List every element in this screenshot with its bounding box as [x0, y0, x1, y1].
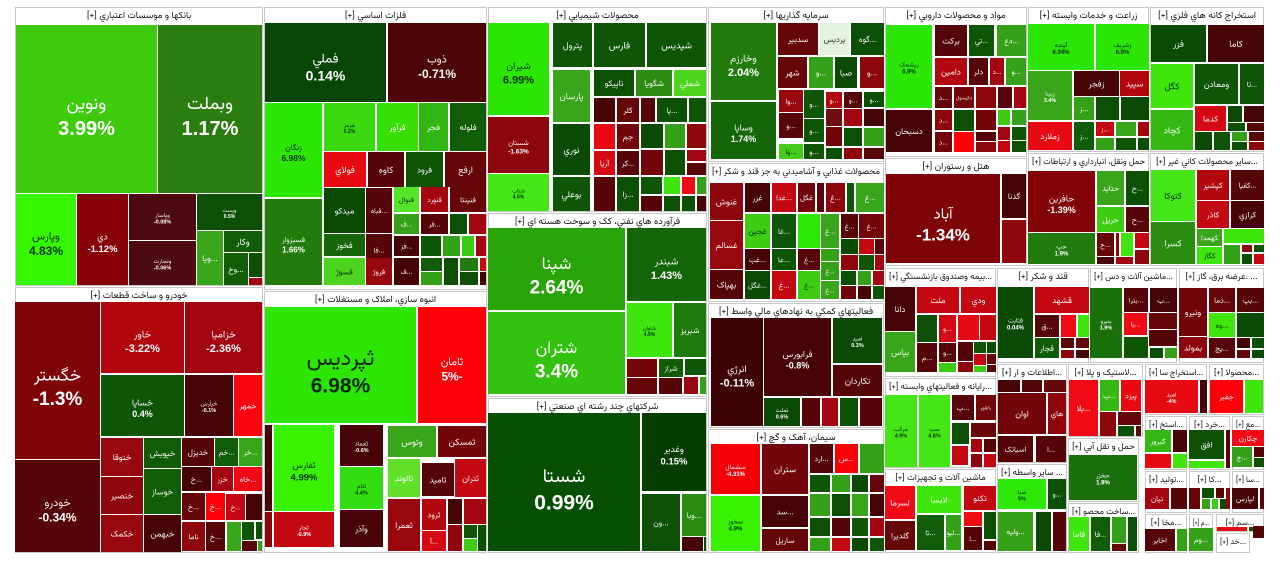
svg-text:6.99%: 6.99%	[503, 74, 534, 86]
svg-text:1.43%: 1.43%	[651, 270, 682, 282]
svg-text:-0.11%: -0.11%	[720, 377, 754, 389]
svg-text:-0.8%: -0.8%	[786, 361, 810, 371]
svg-text:4.83%: 4.83%	[29, 244, 63, 258]
svg-text:-3.22%: -3.22%	[125, 343, 160, 355]
svg-text:3.4%: 3.4%	[1044, 98, 1057, 104]
svg-text:5%: 5%	[1018, 497, 1026, 503]
svg-text:0.4%: 0.4%	[132, 409, 153, 419]
svg-text:1.66%: 1.66%	[282, 245, 305, 254]
svg-text:2.64%: 2.64%	[530, 278, 584, 299]
svg-text:0.3%: 0.3%	[851, 343, 864, 349]
svg-text:0.5%: 0.5%	[224, 214, 236, 220]
svg-text:-0.1%: -0.1%	[202, 408, 216, 414]
svg-text:-4.31%: -4.31%	[726, 472, 746, 478]
svg-text:4.5%: 4.5%	[513, 195, 525, 201]
svg-text:5%-: 5%-	[441, 370, 462, 384]
svg-text:6.94%: 6.94%	[1052, 50, 1070, 56]
svg-text:6.98%: 6.98%	[311, 374, 371, 397]
svg-text:3.99%: 3.99%	[58, 118, 115, 140]
svg-text:0.04%: 0.04%	[1007, 326, 1025, 332]
svg-text:-0.34%: -0.34%	[38, 511, 76, 525]
svg-text:0.14%: 0.14%	[306, 68, 346, 84]
svg-text:0.6%: 0.6%	[776, 415, 789, 421]
svg-text:-1.63%: -1.63%	[508, 148, 529, 155]
svg-text:2.04%: 2.04%	[728, 67, 759, 79]
svg-text:3.4%: 3.4%	[535, 362, 578, 383]
svg-text:6.9%: 6.9%	[902, 70, 916, 76]
svg-text:4.9%: 4.9%	[895, 434, 908, 440]
svg-text:6.9%: 6.9%	[1116, 50, 1130, 56]
svg-text:1.17%: 1.17%	[182, 118, 239, 140]
svg-text:-0.9%: -0.9%	[297, 532, 311, 538]
svg-text:-0.06%: -0.06%	[154, 266, 172, 272]
svg-text:-0.6%: -0.6%	[354, 448, 368, 454]
svg-text:0.99%: 0.99%	[534, 491, 594, 514]
svg-text:1.9%: 1.9%	[1055, 252, 1069, 258]
svg-text:1.74%: 1.74%	[731, 134, 757, 144]
svg-text:-1.12%: -1.12%	[87, 244, 118, 255]
svg-text:-0.71%: -0.71%	[418, 67, 456, 81]
svg-text:5.2%: 5.2%	[344, 129, 356, 135]
svg-text:4.4%: 4.4%	[355, 491, 368, 497]
svg-text:4.99%: 4.99%	[291, 472, 318, 483]
svg-text:-0.08%: -0.08%	[154, 220, 172, 226]
svg-text:1.9%: 1.9%	[1100, 326, 1113, 332]
svg-text:4.9%: 4.9%	[644, 332, 656, 338]
svg-text:0.15%: 0.15%	[661, 456, 688, 467]
svg-text:1.9%: 1.9%	[1096, 481, 1110, 487]
svg-text:-1.34%: -1.34%	[916, 226, 970, 245]
svg-text:-1.39%: -1.39%	[1047, 205, 1076, 215]
svg-text:-1.3%: -1.3%	[33, 389, 83, 410]
svg-text:-2.36%: -2.36%	[206, 343, 241, 355]
svg-text:6.98%: 6.98%	[281, 153, 306, 163]
svg-text:-4%: -4%	[1167, 399, 1177, 405]
svg-text:4.8%: 4.8%	[928, 434, 941, 440]
svg-text:4.9%: 4.9%	[729, 527, 743, 533]
